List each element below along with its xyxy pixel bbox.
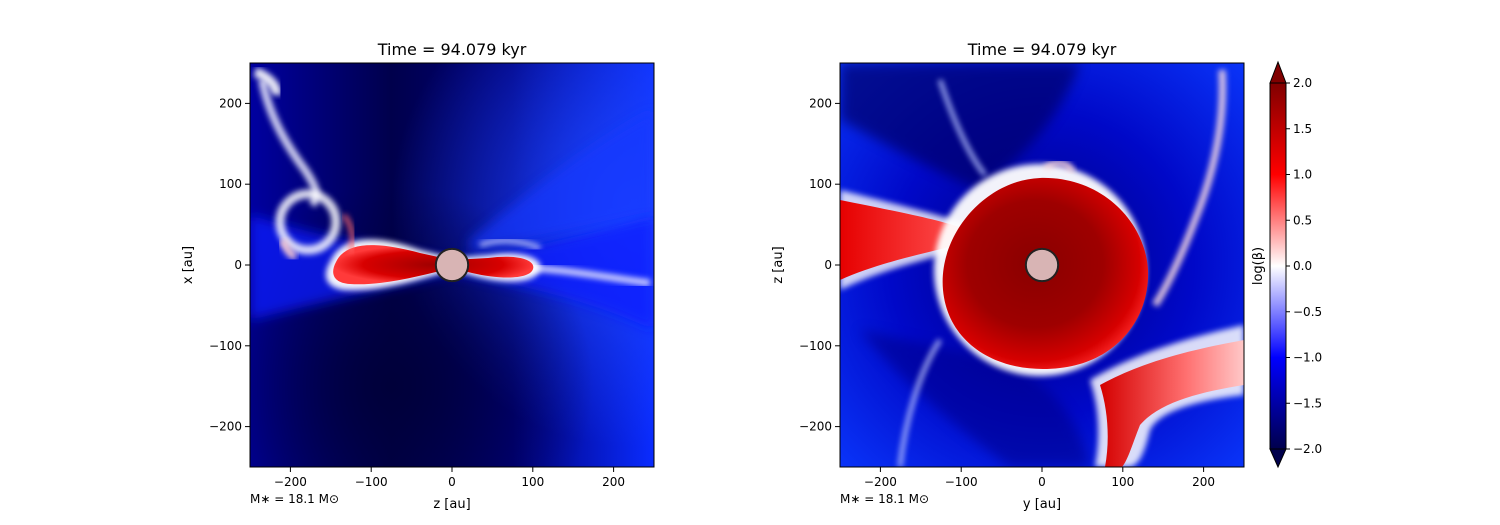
right-xtick-label: −200 [864, 475, 897, 489]
colorbar-tick-label: 0.5 [1293, 213, 1312, 227]
left-xtick-label: −100 [355, 475, 388, 489]
colorbar-tick-label: −1.5 [1293, 396, 1322, 410]
left-y-axis-ticks: −200 −100 0 100 200 [209, 96, 250, 434]
colorbar: 2.0 1.5 1.0 0.5 0.0 −0.5 −1.0 −1.5 −2.0 log(β) [1251, 60, 1322, 469]
right-filament-left-upper [937, 79, 987, 177]
left-disk-red [333, 245, 534, 285]
right-bubble-top-cap [1043, 160, 1075, 174]
colorbar-ticks: 2.0 1.5 1.0 0.5 0.0 −0.5 −1.0 −1.5 −2.0 [1286, 76, 1322, 456]
left-ytick-label: 0 [234, 258, 242, 272]
right-sink-circle [1024, 247, 1060, 283]
left-filament-right [529, 264, 651, 287]
left-sink-particle [434, 247, 470, 283]
left-filament-loop [275, 189, 341, 255]
right-xtick-label: 100 [1111, 475, 1134, 489]
colorbar-body [1269, 82, 1287, 450]
colorbar-tick-label: −1.0 [1293, 351, 1322, 365]
right-sink-particle [1024, 247, 1060, 283]
right-ytick-label: −200 [799, 420, 832, 434]
right-filament-lower-left [897, 338, 943, 467]
left-xtick-label: 100 [521, 475, 544, 489]
right-ylabel: z [au] [771, 246, 786, 283]
colorbar-tick-label: 2.0 [1293, 76, 1312, 90]
colorbar-label: log(β) [1251, 247, 1266, 285]
left-xtick-label: 200 [602, 475, 625, 489]
colorbar-tick-label: −2.0 [1293, 442, 1322, 456]
right-mass-annotation: M∗ = 18.1 M⊙ [840, 492, 929, 506]
colorbar-extend-top [1269, 60, 1287, 84]
left-mass-annotation: M∗ = 18.1 M⊙ [250, 492, 339, 506]
left-sink-circle [434, 247, 470, 283]
right-dark-region-bottom [860, 330, 1090, 467]
left-x-axis-ticks: −200 −100 0 100 200 [274, 467, 625, 489]
left-panel: Time = 94.079 kyr −200 −100 0 100 200 −200 −1… [181, 40, 655, 512]
left-filament-topleft [253, 67, 282, 96]
right-x-axis-ticks: −200 −100 0 100 200 [864, 467, 1215, 489]
colorbar-tick-label: 0.0 [1293, 259, 1312, 273]
left-title: Time = 94.079 kyr [377, 40, 527, 59]
right-filament-right [1152, 69, 1226, 307]
right-ytick-label: 100 [809, 177, 832, 191]
colorbar-tick-label: 1.0 [1293, 168, 1312, 182]
right-ytick-label: 200 [809, 96, 832, 110]
colorbar-extend-bottom [1269, 448, 1287, 469]
right-xtick-label: −100 [945, 475, 978, 489]
colorbar-tick-label: −0.5 [1293, 305, 1322, 319]
right-xtick-label: 0 [1038, 475, 1046, 489]
left-ytick-label: 200 [219, 96, 242, 110]
right-lobe-right [1100, 340, 1244, 467]
left-xtick-label: 0 [448, 475, 456, 489]
left-xtick-label: −200 [274, 475, 307, 489]
right-xlabel: y [au] [1023, 497, 1061, 512]
left-xlabel: z [au] [433, 497, 470, 512]
right-y-axis-ticks: −200 −100 0 100 200 [799, 96, 840, 434]
right-title: Time = 94.079 kyr [967, 40, 1117, 59]
left-filament-right-upper [479, 238, 541, 251]
left-ytick-label: 100 [219, 177, 242, 191]
right-ytick-label: 0 [824, 258, 832, 272]
right-panel: Time = 94.079 kyr −200 −100 0 100 200 −200 −1… [771, 40, 1245, 512]
colorbar-tick-label: 1.5 [1293, 122, 1312, 136]
left-ytick-label: −200 [209, 420, 242, 434]
left-disk-spur [341, 213, 355, 253]
left-ylabel: x [au] [181, 246, 196, 284]
left-upper-right-blue [470, 110, 654, 252]
right-lobe-left [840, 200, 962, 280]
right-ytick-label: −100 [799, 339, 832, 353]
right-xtick-label: 200 [1192, 475, 1215, 489]
left-filament-left-blob [278, 238, 297, 260]
left-ytick-label: −100 [209, 339, 242, 353]
